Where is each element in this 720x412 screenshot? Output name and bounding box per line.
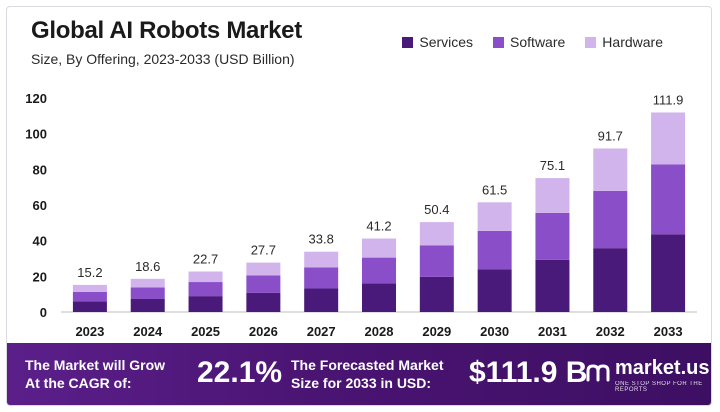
bar-services-2027 (304, 288, 339, 312)
chart-subtitle: Size, By Offering, 2023-2033 (USD Billio… (31, 51, 295, 67)
logo-tagline: ONE STOP SHOP FOR THE REPORTS (615, 381, 703, 393)
x-tick-label-2032: 2032 (596, 324, 625, 339)
cagr-value: 22.1% (197, 356, 283, 389)
legend-swatch-hardware (585, 36, 597, 48)
cagr-label: The Market will Grow At the CAGR of: (25, 356, 165, 392)
x-tick-label-2028: 2028 (365, 324, 394, 339)
x-tick-label-2033: 2033 (654, 324, 683, 339)
bar-services-2025 (188, 296, 223, 312)
y-tick-label-100: 100 (25, 127, 47, 142)
stacked-bar-chart: 0 20 40 60 80 100 120 15.2 2023 18.6 2024 22.7 2025 2… (25, 91, 697, 339)
total-label-2028: 41.2 (366, 219, 391, 234)
cagr-label-line2: At the CAGR of: (25, 375, 132, 391)
bar-hardware-2030 (477, 202, 512, 231)
x-tick-label-2030: 2030 (480, 324, 509, 339)
y-tick-label-40: 40 (33, 234, 47, 249)
bar-software-2027 (304, 267, 339, 289)
bar-software-2030 (477, 230, 512, 270)
legend-label-services: Services (419, 34, 474, 50)
bar-software-2028 (362, 257, 396, 284)
x-tick-label-2024: 2024 (133, 324, 163, 339)
forecast-label-line1: The Forecasted Market (291, 357, 444, 373)
total-label-2029: 50.4 (424, 202, 449, 217)
bar-hardware-2029 (419, 222, 454, 246)
chart-card: Global AI Robots Market Size, By Offerin… (6, 6, 712, 406)
legend-swatch-services (402, 36, 414, 48)
bar-services-2024 (130, 298, 165, 312)
x-tick-label-2031: 2031 (538, 324, 567, 339)
legend-label-software: Software (510, 34, 566, 50)
x-tick-label-2029: 2029 (422, 324, 451, 339)
legend-swatch-software (493, 36, 505, 48)
bar-software-2026 (246, 275, 281, 293)
bar-services-2032 (593, 248, 628, 312)
chart-legend: Services Software Hardware (402, 34, 663, 50)
y-tick-label-20: 20 (33, 269, 47, 284)
total-label-2031: 75.1 (540, 158, 565, 173)
bar-software-2029 (419, 245, 454, 277)
forecast-label-line2: Size for 2033 in USD: (291, 375, 432, 391)
total-label-2025: 22.7 (193, 252, 218, 267)
legend-item-software: Software (493, 34, 565, 50)
bar-software-2032 (593, 190, 628, 249)
legend-label-hardware: Hardware (602, 34, 663, 50)
chart-title: Global AI Robots Market (31, 17, 302, 44)
y-tick-label-60: 60 (33, 198, 47, 213)
bar-hardware-2023 (72, 284, 107, 292)
logo-name: market.us (615, 357, 710, 379)
x-tick-label-2023: 2023 (75, 324, 104, 339)
bar-software-2023 (72, 291, 107, 302)
summary-banner: The Market will Grow At the CAGR of: 22.… (7, 343, 711, 405)
bar-hardware-2027 (304, 251, 339, 268)
x-tick-label-2025: 2025 (191, 324, 220, 339)
y-tick-label-80: 80 (33, 162, 47, 177)
bar-software-2031 (535, 212, 570, 260)
bar-hardware-2025 (188, 271, 223, 283)
bar-services-2031 (535, 259, 570, 312)
total-label-2033: 111.9 (653, 92, 684, 107)
bar-hardware-2033 (651, 112, 686, 165)
bar-services-2030 (477, 269, 512, 312)
total-label-2030: 61.5 (482, 182, 507, 197)
bar-services-2029 (419, 276, 454, 312)
bar-hardware-2024 (130, 278, 165, 288)
bar-hardware-2028 (362, 238, 396, 258)
bar-services-2033 (651, 234, 686, 312)
bar-hardware-2032 (593, 148, 628, 191)
total-label-2026: 27.7 (251, 243, 276, 258)
market-us-logo-icon (586, 364, 610, 382)
bar-hardware-2031 (535, 178, 570, 213)
bar-services-2026 (246, 292, 281, 312)
x-tick-label-2027: 2027 (307, 324, 336, 339)
legend-item-services: Services (402, 34, 473, 50)
forecast-label: The Forecasted Market Size for 2033 in U… (291, 356, 444, 392)
cagr-label-line1: The Market will Grow (25, 357, 166, 373)
bar-hardware-2026 (246, 262, 281, 276)
bar-services-2023 (72, 301, 107, 312)
total-label-2027: 33.8 (309, 232, 334, 247)
legend-item-hardware: Hardware (585, 34, 663, 50)
bar-services-2028 (362, 283, 396, 312)
y-tick-label-0: 0 (40, 305, 47, 320)
total-label-2023: 15.2 (77, 265, 102, 280)
x-tick-label-2026: 2026 (249, 324, 278, 339)
forecast-value: $111.9 B (469, 356, 588, 389)
total-label-2024: 18.6 (135, 259, 160, 274)
bar-software-2025 (188, 282, 223, 297)
total-label-2032: 91.7 (598, 128, 623, 143)
y-tick-label-120: 120 (25, 91, 47, 106)
bar-software-2033 (651, 164, 686, 235)
bar-software-2024 (130, 287, 165, 299)
